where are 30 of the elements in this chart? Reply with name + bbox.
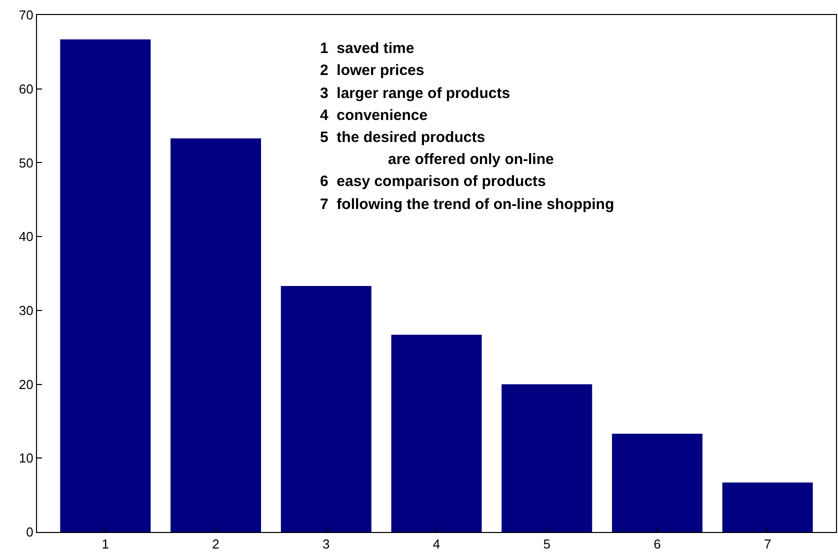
x-tick-label: 3 bbox=[322, 536, 330, 552]
annotation: 2 lower prices bbox=[320, 62, 424, 79]
bar bbox=[170, 138, 262, 532]
annotation: 3 larger range of products bbox=[320, 85, 510, 102]
annotation: 1 saved time bbox=[320, 40, 414, 57]
x-tick-label: 4 bbox=[432, 536, 440, 552]
y-tick-label: 30 bbox=[18, 302, 34, 318]
bar bbox=[722, 482, 813, 532]
x-tick-label: 5 bbox=[543, 536, 550, 552]
x-tick-label: 6 bbox=[654, 536, 661, 552]
y-tick-label: 50 bbox=[18, 155, 34, 170]
annotation: 4 convenience bbox=[320, 107, 428, 124]
y-tick-label: 40 bbox=[18, 229, 34, 244]
x-tick-label: 2 bbox=[212, 536, 220, 552]
y-tick-label: 0 bbox=[26, 524, 34, 540]
bar bbox=[612, 434, 702, 532]
y-tick-label: 20 bbox=[18, 376, 34, 392]
y-tick-label: 70 bbox=[18, 8, 34, 23]
bar bbox=[280, 286, 372, 532]
bar bbox=[391, 334, 482, 532]
bar bbox=[502, 384, 592, 532]
annotation: 7 following the trend of on-line shopping bbox=[320, 196, 614, 213]
y-tick-label: 60 bbox=[18, 81, 34, 96]
annotation: 6 easy comparison of products bbox=[320, 173, 546, 190]
x-tick-label: 1 bbox=[102, 536, 110, 552]
annotation: are offered only on-line bbox=[388, 151, 554, 168]
bar bbox=[60, 39, 151, 532]
annotation: 5 the desired products bbox=[320, 129, 486, 146]
x-tick-label: 7 bbox=[764, 536, 772, 552]
y-tick-label: 10 bbox=[18, 450, 34, 466]
